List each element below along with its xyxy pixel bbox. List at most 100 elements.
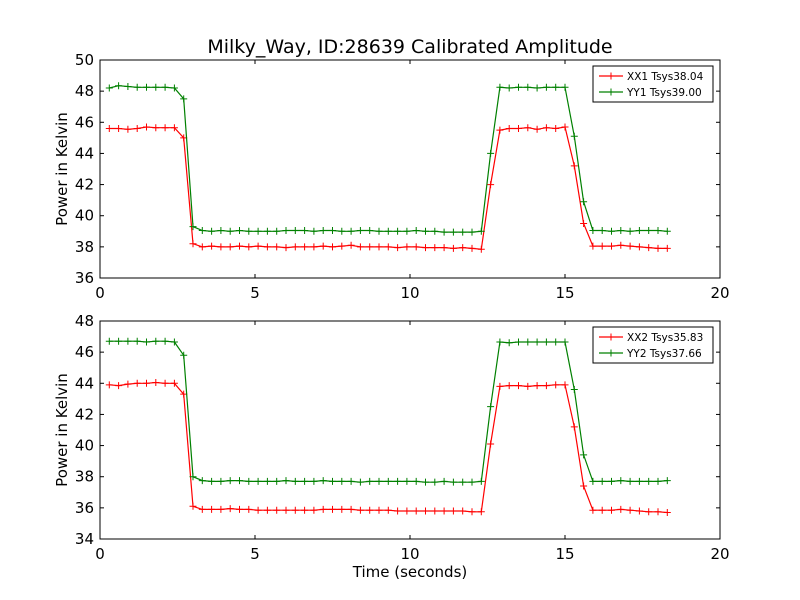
data-point	[394, 507, 402, 515]
data-point	[487, 149, 495, 157]
y-axis-label: Power in Kelvin	[53, 112, 71, 226]
data-point	[115, 82, 123, 90]
data-point	[589, 506, 597, 514]
data-point	[449, 244, 457, 252]
legend-box	[592, 326, 714, 364]
data-point	[626, 242, 634, 250]
data-point	[198, 477, 206, 485]
data-point	[477, 245, 485, 253]
data-point	[589, 227, 597, 235]
legend-marker	[607, 88, 615, 96]
data-point	[180, 390, 188, 398]
y-tick-label: 34	[75, 530, 94, 548]
data-point	[459, 507, 467, 515]
data-point	[226, 505, 234, 513]
data-point	[217, 477, 225, 485]
data-point	[254, 477, 262, 485]
data-point	[189, 473, 197, 481]
data-point	[598, 227, 606, 235]
data-point	[394, 477, 402, 485]
data-point	[515, 125, 522, 133]
data-point	[608, 506, 615, 514]
data-point	[449, 228, 457, 236]
data-point	[654, 508, 662, 516]
data-point	[645, 227, 653, 235]
data-point	[431, 244, 439, 252]
data-point	[384, 243, 392, 251]
data-point	[477, 227, 485, 235]
data-point	[226, 243, 234, 251]
data-point	[208, 227, 216, 235]
legend-marker	[607, 333, 615, 341]
data-point	[394, 244, 402, 252]
data-point	[310, 477, 318, 485]
legend: XX2 Tsys35.83 YY2 Tsys37.66	[592, 326, 714, 364]
data-point	[366, 477, 374, 485]
data-point	[143, 123, 150, 131]
data-point	[663, 477, 671, 485]
data-point	[663, 244, 671, 252]
data-point	[180, 95, 188, 103]
data-point	[198, 243, 206, 251]
data-point	[245, 477, 253, 485]
legend-marker	[607, 72, 615, 80]
figure-title: Milky_Way, ID:28639 Calibrated Amplitude	[207, 36, 612, 58]
data-point	[617, 505, 625, 513]
data-point	[263, 243, 271, 251]
data-point	[608, 227, 615, 235]
data-point	[663, 509, 671, 517]
data-point	[319, 477, 327, 485]
series-xx1	[105, 123, 671, 253]
data-point	[329, 505, 336, 513]
data-point	[608, 477, 615, 485]
data-point	[282, 506, 290, 514]
data-point	[217, 505, 225, 513]
data-point	[459, 244, 467, 252]
data-point	[468, 228, 476, 236]
data-point	[133, 125, 141, 133]
data-point	[626, 477, 634, 485]
data-point	[505, 382, 513, 390]
data-point	[552, 83, 560, 91]
data-point	[542, 124, 550, 132]
data-point	[301, 477, 309, 485]
data-point	[617, 241, 625, 249]
data-point	[366, 227, 374, 235]
data-point	[645, 477, 653, 485]
data-point	[356, 227, 364, 235]
data-point	[505, 339, 513, 347]
data-point	[152, 337, 160, 345]
data-point	[477, 477, 485, 485]
data-point	[347, 227, 355, 235]
data-point	[310, 227, 318, 235]
data-point	[654, 227, 662, 235]
x-tick-label: 10	[400, 545, 419, 563]
data-point	[105, 125, 113, 133]
legend-entry: XX2 Tsys35.83	[627, 332, 703, 344]
data-point	[226, 477, 234, 485]
data-point	[505, 125, 513, 133]
data-point	[356, 243, 364, 251]
data-point	[301, 243, 309, 251]
data-point	[245, 243, 253, 251]
data-point	[273, 477, 281, 485]
data-point	[319, 242, 327, 250]
data-point	[440, 244, 448, 252]
data-point	[589, 477, 597, 485]
data-point	[254, 242, 262, 250]
data-point	[254, 227, 262, 235]
data-point	[515, 382, 522, 390]
y-tick-label: 38	[75, 468, 94, 486]
data-point	[124, 380, 132, 388]
data-point	[384, 477, 392, 485]
data-point	[217, 227, 225, 235]
data-point	[161, 379, 169, 387]
data-point	[133, 83, 141, 91]
data-point	[468, 508, 476, 516]
data-point	[263, 477, 271, 485]
data-point	[580, 451, 588, 459]
data-point	[115, 382, 123, 390]
y-tick-label: 46	[75, 113, 94, 131]
data-point	[524, 83, 532, 91]
data-point	[347, 505, 355, 513]
